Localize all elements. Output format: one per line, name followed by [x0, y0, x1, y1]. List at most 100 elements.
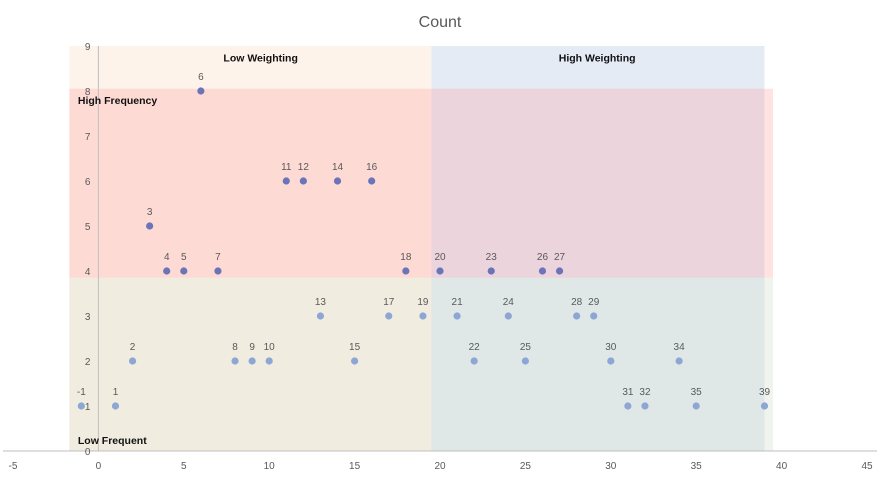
data-point — [624, 402, 632, 410]
data-point — [163, 267, 171, 275]
data-label: 35 — [691, 387, 703, 398]
data-label: 7 — [215, 252, 221, 263]
zones-layer — [69, 46, 774, 451]
y-tick-label: 3 — [85, 312, 91, 323]
data-point — [675, 357, 683, 365]
data-point — [316, 312, 325, 320]
data-label: 8 — [232, 342, 238, 353]
y-tick-label: 6 — [85, 177, 91, 188]
data-point — [419, 312, 427, 320]
data-point — [436, 267, 444, 275]
data-point — [197, 87, 205, 95]
data-point — [402, 267, 410, 275]
data-label: 1 — [113, 387, 119, 398]
data-point — [231, 357, 239, 365]
data-label: 22 — [469, 342, 481, 353]
data-label: 15 — [349, 342, 361, 353]
y-tick-label: 5 — [85, 222, 91, 233]
data-label: 27 — [554, 252, 566, 263]
data-point — [641, 402, 649, 410]
data-label: 25 — [520, 342, 532, 353]
x-tick-label: 0 — [96, 461, 102, 472]
x-tick-label: 40 — [776, 461, 788, 472]
y-tick-label: 4 — [85, 267, 91, 278]
data-label: 9 — [249, 342, 255, 353]
zone-high-weighting — [431, 46, 765, 451]
data-point — [265, 357, 273, 365]
y-tick-label: 7 — [85, 132, 91, 143]
data-label: 31 — [622, 387, 634, 398]
zone-high-frequency — [69, 88, 774, 278]
data-point — [282, 177, 290, 185]
y-tick-label: 2 — [85, 357, 91, 368]
y-tick-label: 0 — [85, 447, 91, 458]
zone-low-frequent — [69, 277, 774, 451]
data-label: 16 — [366, 162, 378, 173]
data-label: 11 — [281, 162, 292, 173]
zone-label-high-weighting: High Weighting — [559, 52, 636, 64]
data-point — [453, 312, 461, 320]
data-point — [368, 177, 376, 185]
data-label: 20 — [434, 252, 446, 263]
data-point — [385, 312, 393, 320]
data-point — [214, 267, 222, 275]
x-tick-label: 25 — [520, 461, 532, 472]
data-point — [77, 402, 85, 410]
y-tick-label: 1 — [85, 402, 91, 413]
data-label: 29 — [588, 297, 600, 308]
y-tick-label: 8 — [85, 87, 91, 98]
data-point — [128, 357, 137, 365]
data-point — [487, 267, 495, 275]
data-point — [555, 267, 564, 275]
data-point — [180, 267, 188, 275]
data-point — [760, 402, 769, 410]
data-point — [538, 267, 547, 275]
x-tick-label: 5 — [181, 461, 187, 472]
data-label: 18 — [400, 252, 412, 263]
data-point — [248, 357, 256, 365]
data-point — [351, 357, 359, 365]
data-label: 10 — [264, 342, 276, 353]
zone-label-low-weighting: Low Weighting — [223, 52, 297, 64]
data-label: 32 — [639, 387, 651, 398]
x-tick-label: 10 — [264, 461, 276, 472]
data-label: 30 — [605, 342, 617, 353]
data-point — [111, 402, 120, 410]
data-point — [333, 177, 342, 185]
data-label: 2 — [130, 342, 136, 353]
x-tick-label: 20 — [434, 461, 446, 472]
data-label: 14 — [332, 162, 344, 173]
data-label: 5 — [181, 252, 187, 263]
y-tick-label: 9 — [85, 42, 91, 53]
data-point — [573, 312, 581, 320]
data-point — [470, 357, 478, 365]
data-point — [590, 312, 598, 320]
zone-low-weighting — [69, 46, 432, 451]
x-tick-label: -5 — [9, 461, 18, 472]
data-point — [146, 222, 154, 230]
data-label: 19 — [417, 297, 429, 308]
data-point — [504, 312, 512, 320]
data-label: 34 — [674, 342, 686, 353]
zone-label-high-frequency: High Frequency — [78, 95, 158, 107]
zone-label-low-frequent: Low Frequent — [78, 435, 147, 447]
x-tick-label: 30 — [605, 461, 617, 472]
x-tick-label: 35 — [691, 461, 703, 472]
data-label: 6 — [198, 72, 204, 83]
data-label: 3 — [147, 207, 153, 218]
data-label: 17 — [383, 297, 395, 308]
data-label: 4 — [164, 252, 170, 263]
data-label: 26 — [537, 252, 549, 263]
data-label: 39 — [759, 387, 771, 398]
data-point — [692, 402, 700, 410]
x-tick-label: 45 — [861, 461, 873, 472]
data-label: 24 — [503, 297, 515, 308]
data-label: 21 — [452, 297, 464, 308]
data-label: 12 — [298, 162, 310, 173]
data-point — [299, 177, 307, 185]
zone-labels-layer: Low Weighting High Weighting High Frequenc… — [78, 52, 636, 447]
data-label: 13 — [315, 297, 327, 308]
